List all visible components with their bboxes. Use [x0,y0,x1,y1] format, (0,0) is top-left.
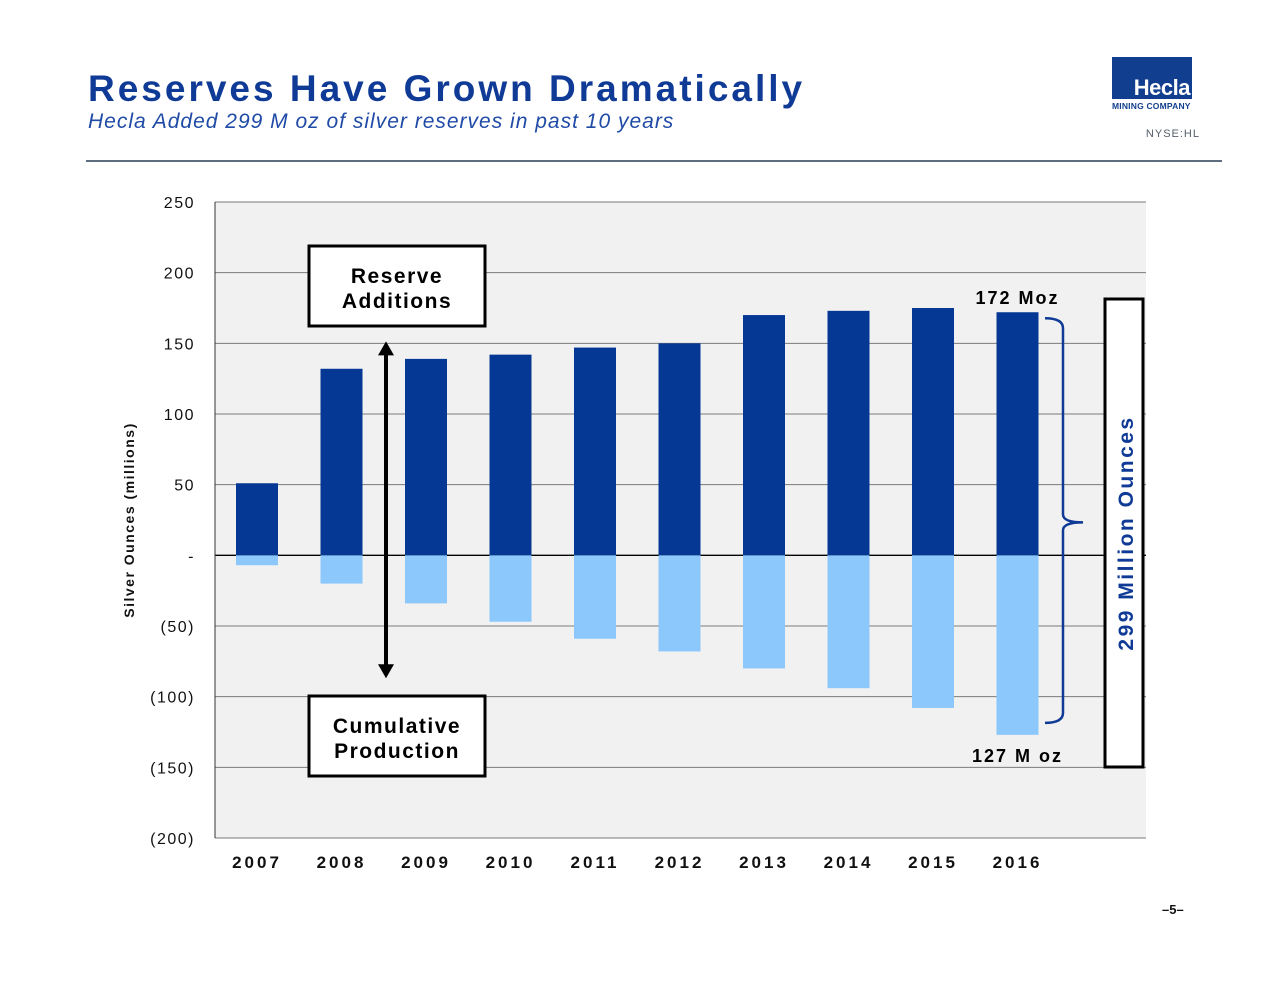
x-tick-label: 2016 [993,853,1043,872]
header-divider [86,160,1222,162]
production-bar [236,555,278,566]
page-title: Reserves Have Grown Dramatically [88,68,806,109]
reserve-additions-box [307,244,487,328]
reserve-bar [236,483,278,556]
reserve-additions-box-text: Additions [342,290,452,313]
reserve-bar [405,358,447,556]
reserve-bar [320,368,363,556]
company-logo: Hecla MINING COMPANY [1112,57,1202,111]
y-tick-label: 150 [164,336,195,353]
x-tick-label: 2011 [571,853,620,872]
x-tick-label: 2015 [908,853,958,872]
production-bar [489,555,532,622]
total-ounces-box [1103,297,1145,769]
y-tick-label: 250 [164,195,195,212]
production-bar [320,555,363,584]
production-bar [827,555,870,689]
y-axis-title: Silver Ounces (millions) [121,422,137,618]
page-subtitle: Hecla Added 299 M oz of silver reserves … [88,110,675,133]
reserve-bar [658,343,701,556]
reserve-bar [574,347,616,556]
y-tick-label: (200) [150,831,195,848]
reserve-additions-box-text: Reserve [351,265,443,288]
reserve-bar [743,315,785,556]
reserve-bar [912,308,954,556]
reserve-bar [827,310,870,556]
x-tick-label: 2013 [739,853,789,872]
cumulative-production-box-text: Production [334,740,460,763]
total-ounces-label: 299 Million Ounces [1115,415,1138,650]
production-bar [912,555,954,708]
y-tick-label: 50 [174,478,195,495]
x-tick-label: 2012 [655,853,705,872]
x-tick-label: 2009 [401,853,451,872]
logo-wordmark: Hecla [1112,57,1192,99]
y-tick-label: - [188,548,195,565]
top-value-label: 172 Moz [975,288,1059,308]
total-brace [1044,316,1084,725]
bottom-value-label: 127 M oz [972,746,1063,766]
production-bar [996,555,1039,735]
cumulative-production-box [307,694,487,778]
reserve-bar [489,354,532,556]
arrow-head-down [378,664,394,679]
ticker-symbol: NYSE:HL [1145,128,1200,140]
production-bar [405,555,447,604]
logo-subtext: MINING COMPANY [1112,101,1191,111]
y-tick-label: (100) [150,690,195,707]
y-tick-label: 100 [164,407,195,424]
reserve-bar [996,312,1039,556]
arrow-head-up [378,341,394,356]
y-tick-label: (50) [161,619,195,636]
page-number: –5– [1162,902,1184,917]
production-bar [743,555,785,669]
x-tick-label: 2014 [824,853,874,872]
production-bar [658,555,701,652]
x-tick-label: 2007 [232,853,282,872]
y-tick-label: (150) [150,760,195,777]
production-bar [574,555,616,639]
cumulative-production-box-text: Cumulative [333,715,461,738]
x-tick-label: 2008 [317,853,367,872]
x-tick-label: 2010 [486,853,536,872]
y-tick-label: 200 [164,266,195,283]
